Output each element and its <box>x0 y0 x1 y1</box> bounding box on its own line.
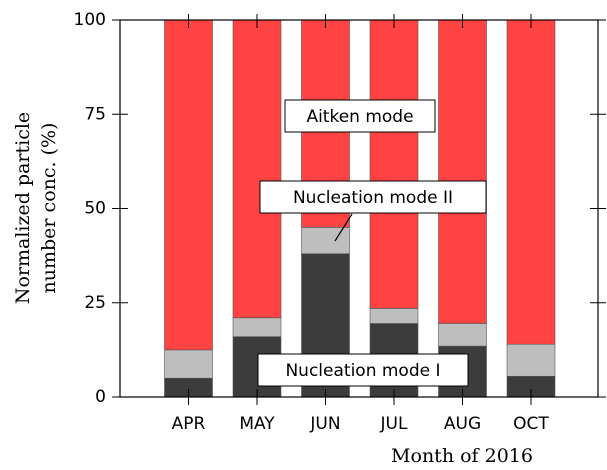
x-axis-label: Month of 2016 <box>391 445 533 467</box>
x-tick-label: AUG <box>444 414 481 434</box>
annotation: Aitken mode <box>306 107 413 127</box>
y-tick-label: 50 <box>84 199 106 219</box>
y-tick-label: 100 <box>74 10 106 30</box>
x-tick-label: JUL <box>380 414 408 434</box>
annotation-box <box>259 180 487 214</box>
bar-segment <box>506 343 556 377</box>
bar-segment <box>232 317 282 337</box>
annotation: Nucleation mode I <box>285 361 440 381</box>
y-tick-label: 75 <box>84 104 106 124</box>
x-tick-label: MAY <box>239 414 275 434</box>
bar-segment <box>369 308 419 324</box>
annotation-box <box>284 99 436 133</box>
bar-segment <box>369 19 419 309</box>
x-tick-label: JUN <box>309 414 340 434</box>
x-tick-label: OCT <box>513 414 549 434</box>
y-axis-label: Normalized particle <box>12 112 34 304</box>
bar-segment <box>438 19 487 324</box>
bar-segment <box>438 323 487 347</box>
x-tick-label: APR <box>172 414 206 434</box>
annotation: Nucleation mode II <box>293 188 453 208</box>
bar-segment <box>506 19 556 345</box>
annotation-pointer <box>334 213 353 242</box>
y-axis-label: number conc. (%) <box>38 123 60 294</box>
y-tick-label: 25 <box>84 293 106 313</box>
bar-segment <box>232 19 282 319</box>
bar-segment <box>164 349 213 379</box>
bar-segment <box>164 19 213 351</box>
y-tick-label: 0 <box>95 387 106 407</box>
annotation-box <box>257 353 469 387</box>
bar-segment <box>301 227 350 255</box>
